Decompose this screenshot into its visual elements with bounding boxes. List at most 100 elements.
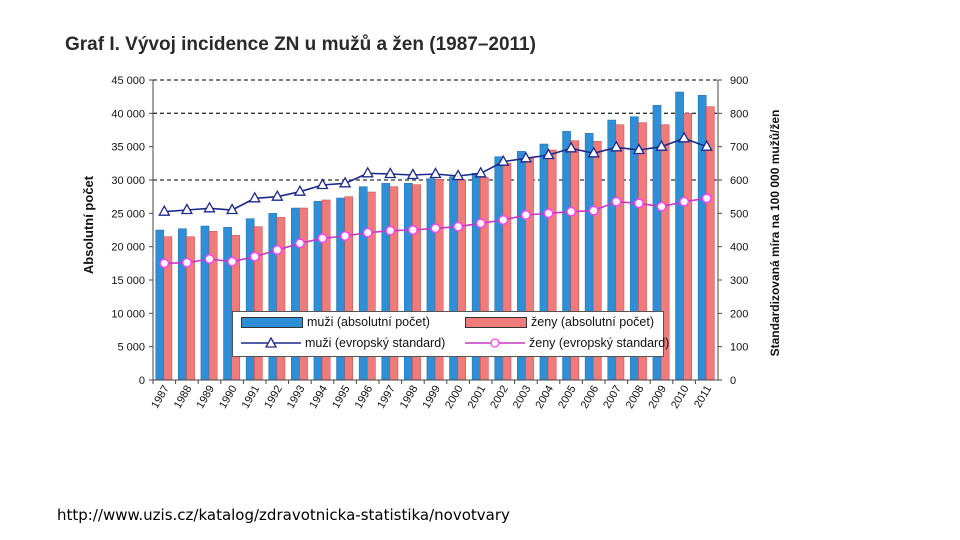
bar-men-1989 (200, 225, 210, 381)
chart-legend: muži (absolutní počet) ženy (absolutní p… (232, 311, 669, 357)
women-standard-point-1997 (385, 225, 396, 236)
y2-tick-label: 100 (730, 342, 748, 354)
women-standard-point-2002 (498, 215, 509, 225)
men-standard-point-2006 (587, 146, 600, 158)
women-standard-point-1988 (181, 257, 192, 268)
men-standard-point-2003 (519, 151, 533, 163)
x-tick-label-2008: 2008 (624, 384, 647, 411)
bar-women-2010 (683, 113, 693, 381)
women-standard-point-1994 (317, 233, 328, 244)
x-tick-label-1997: 1997 (375, 384, 398, 411)
y-tick-label: 15 000 (111, 275, 145, 287)
y-tick-label: 10 000 (111, 308, 145, 320)
bar-men-1990 (223, 227, 232, 381)
men-standard-point-1997 (384, 167, 397, 179)
legend-men-bar-swatch (241, 316, 303, 328)
bar-women-1991 (253, 226, 263, 381)
y2-tick-label: 400 (730, 242, 748, 254)
men-standard-point-2005 (564, 141, 578, 153)
men-standard-point-2009 (655, 139, 668, 151)
women-standard-point-2000 (453, 221, 463, 232)
women-standard-point-1993 (294, 238, 305, 249)
legend-men-standard: muži (evropský standard) (241, 336, 445, 350)
x-tick-label-1996: 1996 (353, 384, 376, 411)
legend-label: ženy (evropský standard) (529, 336, 670, 350)
men-standard-point-1995 (338, 176, 352, 188)
men-standard-point-1993 (293, 184, 307, 196)
women-standard-point-1999 (430, 223, 441, 234)
x-tick-label-2000: 2000 (443, 384, 466, 411)
men-standard-point-1992 (271, 189, 284, 201)
men-standard-point-1999 (429, 167, 442, 179)
x-tick-label-2002: 2002 (488, 384, 511, 411)
x-tick-label-2009: 2009 (646, 384, 669, 411)
men-standard-point-2000 (451, 169, 465, 181)
women-standard-point-2008 (634, 198, 644, 209)
women-standard-point-1991 (249, 251, 260, 262)
legend-men-line-swatch (241, 337, 301, 349)
women-standard-point-2001 (475, 218, 486, 229)
x-tick-label-1991: 1991 (240, 384, 263, 411)
men-standard-point-2002 (497, 154, 510, 166)
women-standard-point-1998 (407, 225, 418, 235)
women-standard-point-2005 (566, 206, 576, 217)
y2-axis-label: Standardizovaná míra na 100 000 mužů/žen (768, 110, 782, 357)
y-tick-label: 45 000 (111, 75, 145, 87)
bar-men-1987 (155, 229, 165, 381)
x-tick-label-1992: 1992 (262, 384, 285, 411)
x-tick-label-2010: 2010 (669, 384, 692, 411)
source-link[interactable]: http://www.uzis.cz/katalog/zdravotnicka-… (57, 506, 510, 524)
men-standard-point-2001 (474, 166, 487, 178)
x-tick-label-2011: 2011 (692, 384, 714, 410)
y-tick-label: 5 000 (117, 342, 145, 354)
legend-women-line-swatch (465, 337, 525, 349)
x-tick-label-1990: 1990 (217, 384, 240, 411)
x-tick-label-2007: 2007 (601, 384, 624, 411)
series-lines (158, 131, 713, 269)
x-tick-label-1993: 1993 (285, 384, 308, 411)
x-tick-label-1994: 1994 (307, 384, 330, 411)
y2-tick-label: 600 (730, 175, 748, 187)
chart-title: Graf I. Vývoj incidence ZN u mužů a žen … (65, 34, 536, 55)
legend-label: ženy (absolutní počet) (531, 315, 654, 329)
men-standard-point-1988 (180, 203, 194, 215)
men-standard-point-1987 (158, 204, 171, 216)
y-tick-label: 40 000 (111, 108, 145, 120)
y2-tick-label: 800 (730, 108, 748, 120)
bar-men-1988 (178, 228, 187, 381)
legend-men-absolute: muži (absolutní počet) (241, 315, 430, 329)
women-standard-point-2011 (701, 193, 712, 204)
y2-tick-label: 0 (730, 375, 736, 387)
y2-tick-label: 700 (730, 142, 748, 154)
women-standard-point-2009 (656, 201, 667, 212)
men-standard-point-1989 (203, 201, 216, 213)
tick-labels: 0 5 000 10 000 15 000 20 000 25 000 30 000 35 0… (111, 75, 748, 411)
x-tick-label-2003: 2003 (511, 384, 534, 411)
x-tick-label-1995: 1995 (330, 384, 353, 411)
women-standard-point-1996 (362, 227, 373, 238)
women-standard-point-1995 (340, 231, 350, 241)
men-standard-point-2011 (700, 139, 713, 151)
men-standard-point-1998 (406, 168, 420, 180)
x-tick-label-1988: 1988 (172, 384, 195, 411)
legend-label: muži (absolutní počet) (307, 315, 430, 329)
y2-tick-label: 900 (730, 75, 748, 87)
x-tick-label-1989: 1989 (194, 384, 217, 411)
women-standard-point-2010 (679, 196, 689, 207)
men-standard-point-2008 (632, 143, 646, 155)
bar-women-1987 (163, 236, 173, 381)
women-standard-point-1990 (227, 256, 238, 267)
x-tick-label-2006: 2006 (579, 384, 602, 411)
men-standard-point-2007 (610, 140, 623, 152)
women-standard-point-2004 (543, 208, 554, 219)
y-tick-label: 0 (139, 375, 145, 387)
men-standard-point-1990 (225, 203, 239, 215)
legend-women-standard: ženy (evropský standard) (465, 336, 669, 350)
y2-tick-label: 200 (730, 308, 748, 320)
women-standard-point-2006 (588, 205, 599, 216)
y-axis-label: Absolutní počet (81, 175, 96, 274)
men-standard-point-2004 (542, 148, 555, 160)
men-standard-point-2010 (677, 131, 691, 143)
x-tick-label-2001: 2001 (466, 384, 489, 411)
